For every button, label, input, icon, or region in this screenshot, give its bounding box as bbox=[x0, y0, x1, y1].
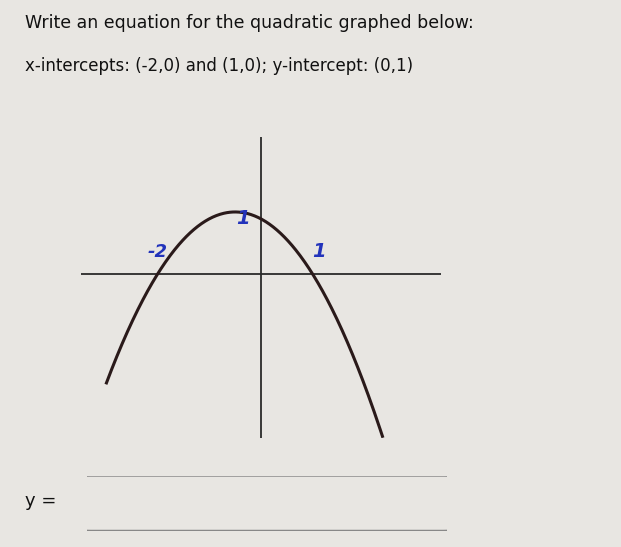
Text: Write an equation for the quadratic graphed below:: Write an equation for the quadratic grap… bbox=[25, 14, 474, 32]
Text: x-intercepts: (-2,0) and (1,0); y-intercept: (0,1): x-intercepts: (-2,0) and (1,0); y-interc… bbox=[25, 57, 413, 75]
Text: y =: y = bbox=[25, 492, 57, 509]
FancyBboxPatch shape bbox=[73, 476, 461, 531]
Text: 1: 1 bbox=[312, 242, 326, 261]
Text: -2: -2 bbox=[148, 243, 168, 261]
Text: 1: 1 bbox=[236, 210, 250, 228]
